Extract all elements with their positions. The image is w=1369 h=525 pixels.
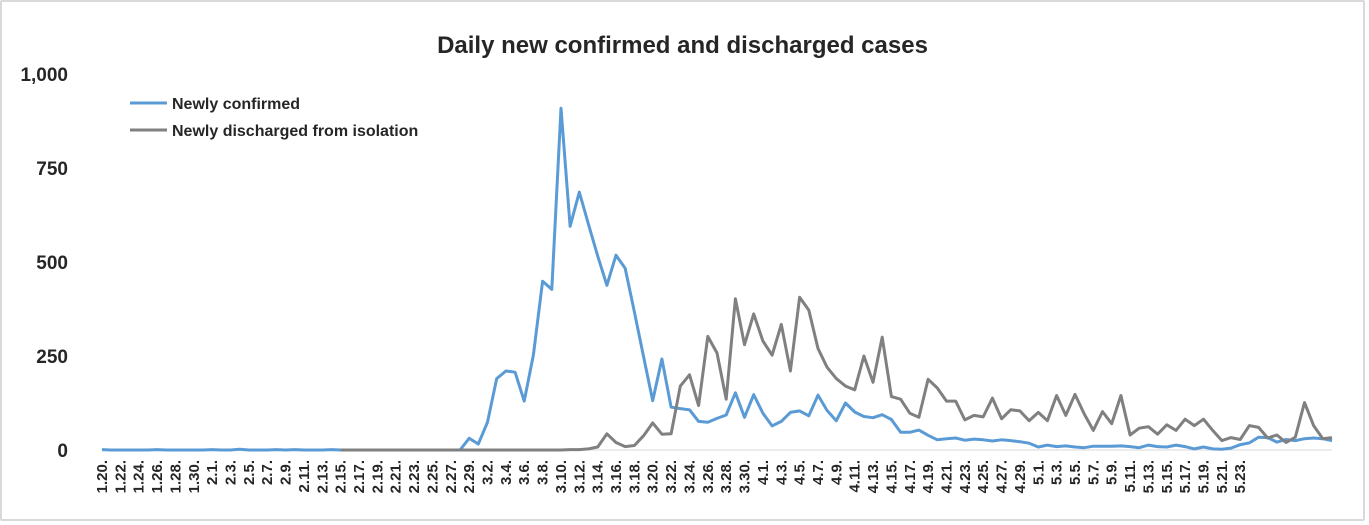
x-tick-label: 5.21. xyxy=(1214,460,1231,493)
x-tick-label: 4.21. xyxy=(938,460,955,493)
x-tick-label: 1.22. xyxy=(112,460,129,493)
x-tick-label: 3.14. xyxy=(590,460,607,493)
x-tick-label: 4.13. xyxy=(865,460,882,493)
y-tick-label: 500 xyxy=(36,253,68,274)
x-axis: 1.20. 1.22. 1.24. 1.26. 1.28. 1.30. 2.1. 2.3. 2.… xyxy=(94,449,1332,493)
x-tick-label: 3.26. xyxy=(700,460,717,493)
x-tick-label: 2.19. xyxy=(369,460,386,493)
x-tick-label: 3.4. xyxy=(498,460,515,485)
x-tick-label: 2.21. xyxy=(388,460,405,493)
x-tick-label: 5.17. xyxy=(1177,460,1194,493)
x-tick-label: 4.7. xyxy=(810,460,827,485)
x-tick-label: 2.27. xyxy=(443,460,460,493)
x-tick-label: 2.13. xyxy=(314,460,331,493)
x-tick-label: 4.3. xyxy=(773,460,790,485)
x-tick-label: 4.15. xyxy=(883,460,900,493)
x-tick-label: 4.11. xyxy=(847,460,864,493)
x-tick-label: 4.5. xyxy=(792,460,809,485)
x-tick-label: 5.3. xyxy=(1049,460,1066,485)
x-tick-label: 5.7. xyxy=(1085,460,1102,485)
x-tick-label: 5.5. xyxy=(1067,460,1084,485)
x-tick-label: 1.30. xyxy=(186,460,203,493)
x-tick-label: 5.1. xyxy=(1030,460,1047,485)
series-line-newly-confirmed xyxy=(101,106,1333,452)
y-axis: 0 250 500 750 1,000 xyxy=(20,65,68,462)
x-tick-label: 4.9. xyxy=(828,460,845,485)
x-tick-label: 3.2. xyxy=(480,460,497,485)
x-tick-label: 2.17. xyxy=(351,460,368,493)
x-tick-label: 2.3. xyxy=(223,460,240,485)
y-tick-label: 0 xyxy=(57,441,68,462)
x-tick-label: 4.23. xyxy=(957,460,974,493)
x-tick-label: 4.1. xyxy=(755,460,772,485)
x-tick-label: 2.11. xyxy=(296,460,313,493)
x-tick-label: 1.28. xyxy=(167,460,184,493)
x-tick-label: 3.12. xyxy=(571,460,588,493)
x-tick-label: 2.15. xyxy=(333,460,350,493)
x-tick-label: 3.16. xyxy=(608,460,625,493)
x-tick-label: 1.24. xyxy=(131,460,148,493)
y-tick-label: 750 xyxy=(36,159,68,180)
series-line-newly-discharged xyxy=(340,295,1333,452)
x-tick-label: 3.6. xyxy=(516,460,533,485)
x-tick-label: 5.11. xyxy=(1122,460,1139,493)
x-tick-label: 3.24. xyxy=(681,460,698,493)
x-tick-label: 2.7. xyxy=(259,460,276,485)
x-tick-label: 4.19. xyxy=(920,460,937,493)
x-tick-label: 4.29. xyxy=(1012,460,1029,493)
y-tick-label: 1,000 xyxy=(20,65,68,86)
x-tick-label: 5.9. xyxy=(1104,460,1121,485)
x-tick-label: 3.8. xyxy=(535,460,552,485)
x-tick-label: 1.26. xyxy=(149,460,166,493)
x-tick-label: 3.10. xyxy=(553,460,570,493)
plot-area xyxy=(101,106,1333,452)
x-tick-label: 1.20. xyxy=(94,460,111,493)
x-tick-label: 5.23. xyxy=(1232,460,1249,493)
legend-label-confirmed: Newly confirmed xyxy=(172,96,300,113)
x-tick-label: 2.25. xyxy=(424,460,441,493)
x-tick-label: 3.28. xyxy=(718,460,735,493)
x-tick-label: 2.9. xyxy=(278,460,295,485)
x-tick-label: 4.25. xyxy=(975,460,992,493)
x-tick-label: 3.30. xyxy=(737,460,754,493)
legend-label-discharged: Newly discharged from isolation xyxy=(172,123,418,140)
x-tick-label: 2.29. xyxy=(461,460,478,493)
x-tick-label: 5.19. xyxy=(1195,460,1212,493)
x-tick-label: 5.13. xyxy=(1140,460,1157,493)
x-tick-label: 4.17. xyxy=(902,460,919,493)
x-tick-label: 2.5. xyxy=(241,460,258,485)
x-tick-label: 3.18. xyxy=(626,460,643,493)
x-tick-label: 2.1. xyxy=(204,460,221,485)
x-tick-label: 5.15. xyxy=(1159,460,1176,493)
legend: Newly confirmed Newly discharged from is… xyxy=(130,96,418,140)
x-tick-label: 4.27. xyxy=(994,460,1011,493)
y-tick-label: 250 xyxy=(36,347,68,368)
x-tick-label: 3.20. xyxy=(645,460,662,493)
x-tick-label: 3.22. xyxy=(663,460,680,493)
chart-title: Daily new confirmed and discharged cases xyxy=(437,32,928,59)
x-tick-label: 2.23. xyxy=(406,460,423,493)
